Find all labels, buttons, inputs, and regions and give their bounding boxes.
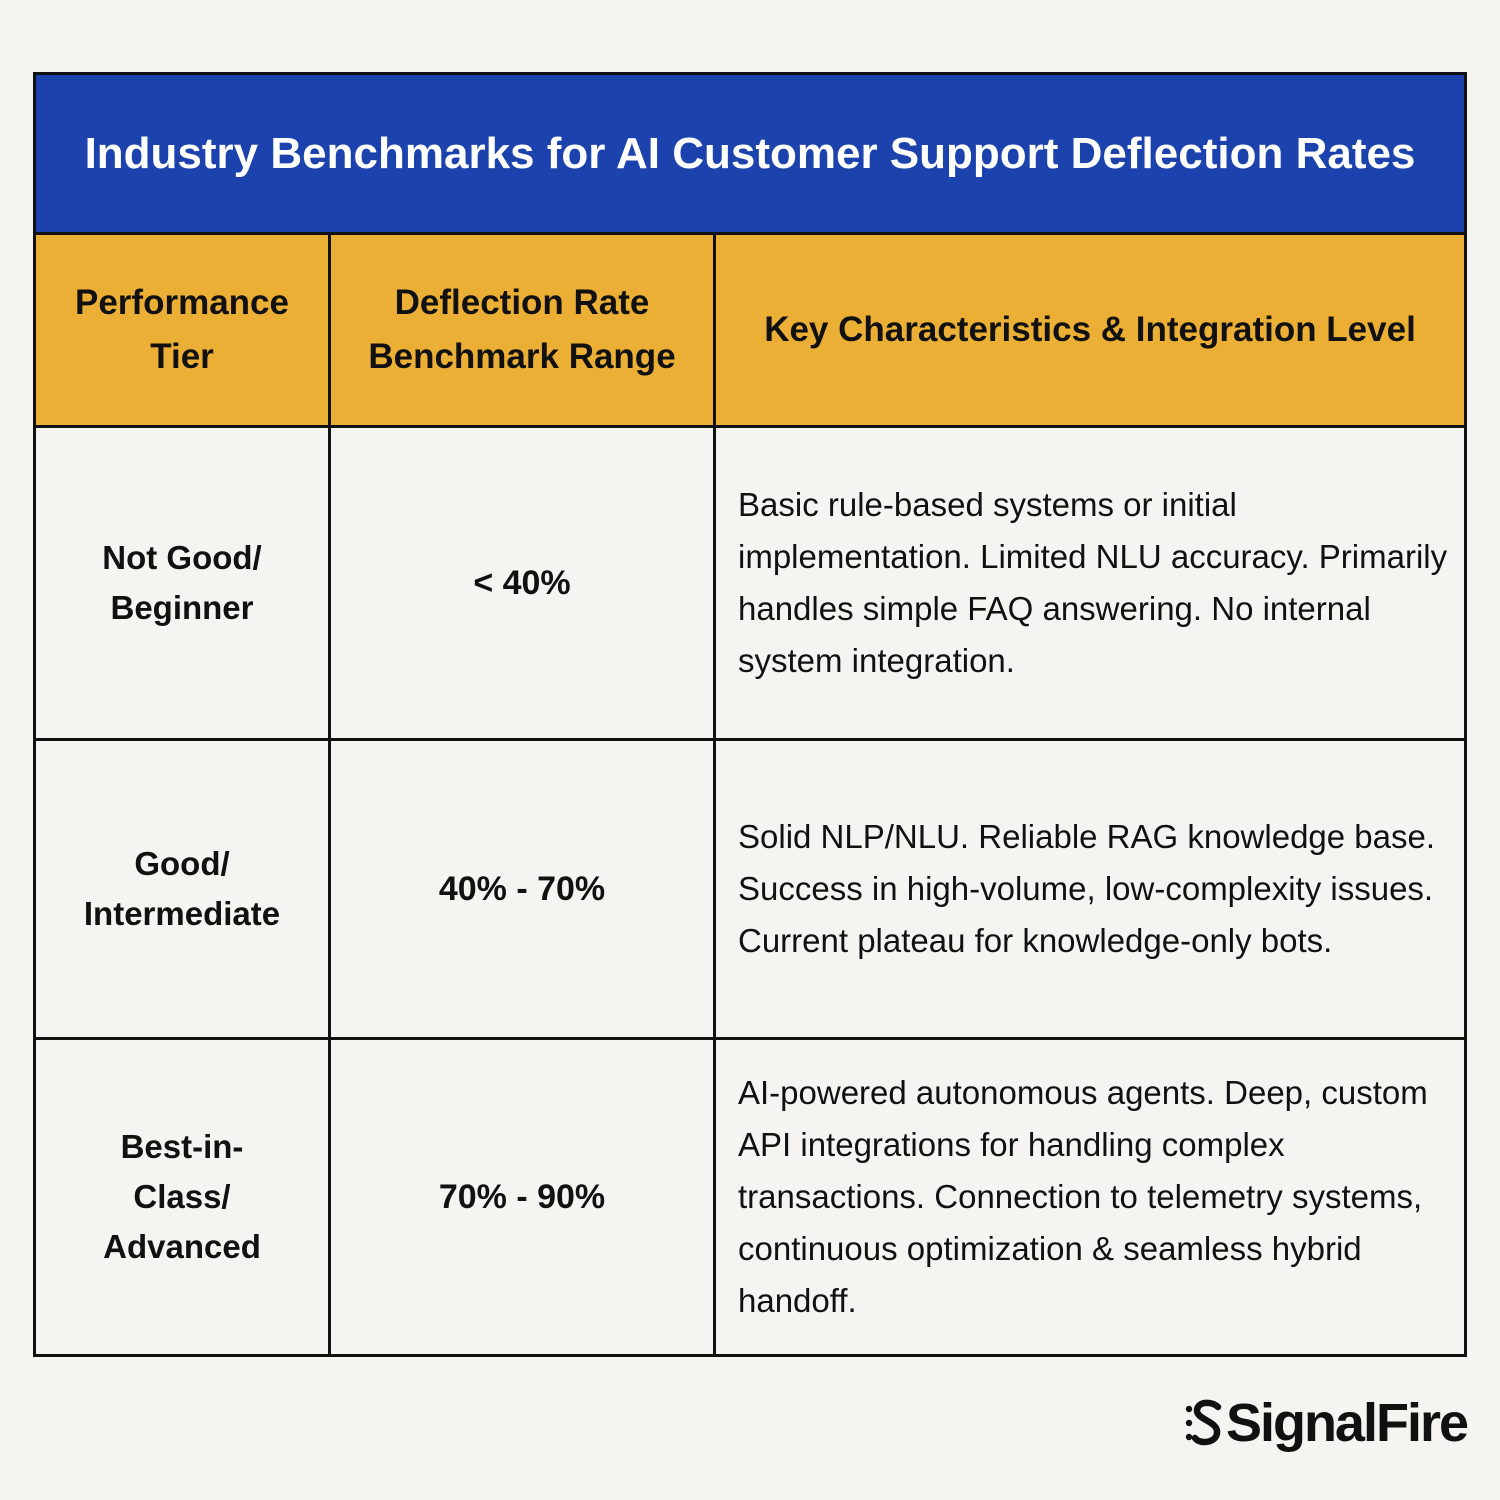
table-row: Good/ Intermediate 40% - 70% Solid NLP/N… xyxy=(36,741,1464,1040)
table-row: Best-in-Class/ Advanced 70% - 90% AI-pow… xyxy=(36,1040,1464,1354)
description-cell: Solid NLP/NLU. Reliable RAG knowledge ba… xyxy=(738,818,1436,959)
range-cell: < 40% xyxy=(331,428,716,738)
header-performance-tier: Performance Tier xyxy=(36,235,331,425)
signalfire-logo: SignalFire xyxy=(1184,1392,1469,1454)
tier-cell: Good/ Intermediate xyxy=(36,741,331,1037)
table-title: Industry Benchmarks for AI Customer Supp… xyxy=(36,75,1464,235)
benchmark-table: Industry Benchmarks for AI Customer Supp… xyxy=(33,72,1467,1357)
tier-cell: Best-in-Class/ Advanced xyxy=(36,1040,331,1354)
signalfire-mark-icon xyxy=(1185,1399,1222,1446)
tier-cell: Not Good/ Beginner xyxy=(36,428,331,738)
logo-text: SignalFire xyxy=(1225,1393,1469,1453)
header-key-characteristics: Key Characteristics & Integration Level xyxy=(764,310,1416,349)
header-row: Performance Tier Deflection Rate Benchma… xyxy=(36,235,1464,428)
range-cell: 40% - 70% xyxy=(331,741,716,1037)
table-row: Not Good/ Beginner < 40% Basic rule-base… xyxy=(36,428,1464,741)
header-deflection-rate: Deflection Rate Benchmark Range xyxy=(331,235,716,425)
range-cell: 70% - 90% xyxy=(331,1040,716,1354)
description-cell: AI-powered autonomous agents. Deep, cust… xyxy=(738,1074,1428,1319)
description-cell: Basic rule-based systems or initial impl… xyxy=(738,486,1448,679)
